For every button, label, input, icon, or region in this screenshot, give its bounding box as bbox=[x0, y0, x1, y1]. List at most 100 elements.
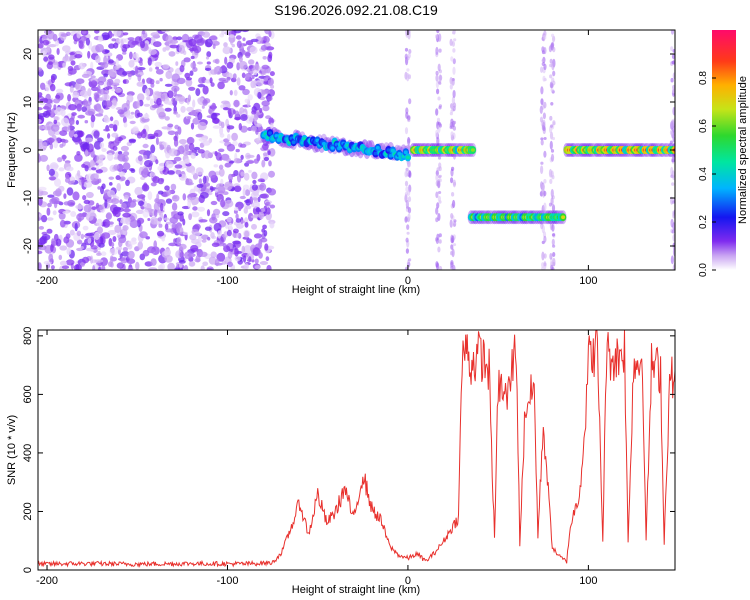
heatmap-noise-cell bbox=[85, 37, 90, 46]
heatmap-streak-cell bbox=[436, 202, 440, 209]
heatmap-noise-cell bbox=[78, 62, 86, 70]
heatmap-noise-cell bbox=[40, 47, 48, 55]
heatmap-noise-cell bbox=[140, 129, 147, 139]
heatmap-noise-cell bbox=[227, 261, 233, 268]
heatmap-noise-cell bbox=[111, 38, 117, 42]
heatmap-streak-cell bbox=[408, 170, 412, 178]
heatmap-noise-cell bbox=[56, 48, 60, 55]
heatmap-noise-cell bbox=[214, 258, 220, 267]
heatmap-noise-cell bbox=[243, 245, 253, 254]
heatmap-noise-cell bbox=[188, 213, 193, 221]
heatmap-noise-cell bbox=[65, 233, 71, 240]
heatmap-noise-cell bbox=[182, 218, 186, 226]
heatmap-noise-cell bbox=[234, 110, 240, 119]
heatmap-noise-cell bbox=[267, 150, 271, 156]
heatmap-noise-cell bbox=[108, 43, 115, 49]
heatmap-noise-cell bbox=[149, 98, 154, 106]
heatmap-streak-cell bbox=[552, 35, 556, 43]
heatmap-noise-cell bbox=[197, 121, 207, 131]
heatmap-noise-cell bbox=[198, 77, 205, 84]
heatmap-noise-cell bbox=[173, 87, 177, 97]
heatmap-noise-cell bbox=[85, 212, 94, 222]
heatmap-noise-cell bbox=[55, 88, 64, 94]
heatmap-noise-cell bbox=[101, 264, 106, 270]
heatmap-noise-cell bbox=[217, 81, 225, 90]
heatmap-signal-peak bbox=[470, 148, 475, 152]
heatmap-streak-cell bbox=[549, 74, 553, 79]
heatmap-noise-cell bbox=[162, 47, 167, 52]
heatmap-noise-cell bbox=[229, 34, 235, 38]
heatmap-noise-cell bbox=[114, 224, 122, 234]
heatmap-noise-cell bbox=[122, 212, 131, 218]
heatmap-streak-cell bbox=[543, 63, 547, 70]
heatmap-noise-cell bbox=[108, 221, 114, 225]
heatmap-noise-cell bbox=[128, 60, 135, 68]
heatmap-noise-cell bbox=[95, 169, 103, 174]
heatmap-noise-cell bbox=[84, 149, 89, 157]
heatmap-noise-cell bbox=[102, 219, 111, 228]
heatmap-streak-cell bbox=[452, 66, 456, 75]
heatmap-noise-cell bbox=[61, 117, 70, 127]
heatmap-noise-cell bbox=[112, 236, 117, 242]
heatmap-noise-cell bbox=[259, 182, 267, 191]
heatmap-noise-cell bbox=[213, 208, 221, 216]
heatmap-noise-cell bbox=[240, 171, 245, 177]
heatmap-noise-cell bbox=[184, 72, 191, 79]
heatmap-noise-cell bbox=[49, 162, 59, 171]
heatmap-noise-cell bbox=[156, 193, 160, 203]
heatmap-noise-cell bbox=[235, 35, 242, 40]
heatmap-noise-cell bbox=[103, 116, 111, 123]
heatmap-streak-cell bbox=[543, 190, 547, 197]
heatmap-noise-cell bbox=[71, 135, 81, 142]
heatmap-noise-cell bbox=[80, 262, 85, 267]
heatmap-noise-cell bbox=[118, 171, 126, 176]
heatmap-noise-cell bbox=[197, 61, 203, 65]
y-tick-label: -20 bbox=[22, 238, 34, 254]
heatmap-noise-cell bbox=[161, 235, 166, 242]
heatmap-noise-cell bbox=[93, 130, 100, 139]
heatmap-noise-cell bbox=[53, 104, 57, 111]
heatmap-noise-cell bbox=[90, 80, 98, 87]
heatmap-streak-cell bbox=[552, 252, 556, 257]
heatmap-noise-cell bbox=[177, 211, 184, 216]
heatmap-streak-cell bbox=[542, 75, 546, 82]
colorbar-ticks: 0.0 0.2 0.4 0.6 0.8 bbox=[698, 71, 716, 277]
heatmap-noise-cell bbox=[127, 250, 135, 259]
heatmap-noise-cell bbox=[197, 84, 206, 88]
heatmap-noise-cell bbox=[94, 259, 104, 263]
x-tick-label: -100 bbox=[216, 575, 238, 587]
heatmap-noise-cell bbox=[119, 199, 123, 205]
heatmap-noise-cell bbox=[171, 194, 180, 202]
heatmap-noise-cell bbox=[192, 173, 199, 180]
heatmap-noise-cell bbox=[249, 46, 258, 54]
heatmap-streak-cell bbox=[404, 47, 409, 52]
heatmap-noise-cell bbox=[153, 209, 158, 218]
heatmap-streak-cell bbox=[449, 77, 453, 85]
heatmap-noise-cell bbox=[83, 204, 92, 213]
heatmap-noise-cell bbox=[137, 93, 145, 102]
heatmap-streak-cell bbox=[550, 149, 555, 153]
heatmap-streak-cell bbox=[550, 153, 555, 162]
heatmap-noise-cell bbox=[147, 246, 156, 254]
heatmap-noise-cell bbox=[74, 222, 78, 232]
heatmap-noise-cell bbox=[251, 171, 258, 180]
heatmap-streak-cell bbox=[405, 186, 409, 193]
heatmap-noise-cell bbox=[54, 178, 61, 187]
heatmap-noise-cell bbox=[63, 139, 69, 144]
heatmap-noise-cell bbox=[90, 114, 96, 123]
heatmap-noise-cell bbox=[187, 94, 191, 102]
heatmap-noise-cell bbox=[61, 265, 70, 270]
heatmap-noise-cell bbox=[89, 159, 95, 167]
heatmap-noise-cell bbox=[104, 100, 113, 108]
heatmap-noise-cell bbox=[195, 167, 204, 176]
heatmap-noise-cell bbox=[261, 64, 270, 70]
heatmap-streak-cell bbox=[671, 182, 675, 186]
heatmap-streak-cell bbox=[450, 213, 454, 219]
heatmap-noise-cell bbox=[167, 170, 175, 175]
heatmap-noise-cell bbox=[127, 243, 133, 250]
heatmap-noise-cell bbox=[90, 75, 96, 79]
heatmap-streak-cell bbox=[670, 77, 674, 83]
heatmap-noise-cell bbox=[192, 67, 198, 72]
heatmap-noise-cell bbox=[229, 90, 233, 96]
heatmap-noise-cell bbox=[232, 109, 236, 115]
